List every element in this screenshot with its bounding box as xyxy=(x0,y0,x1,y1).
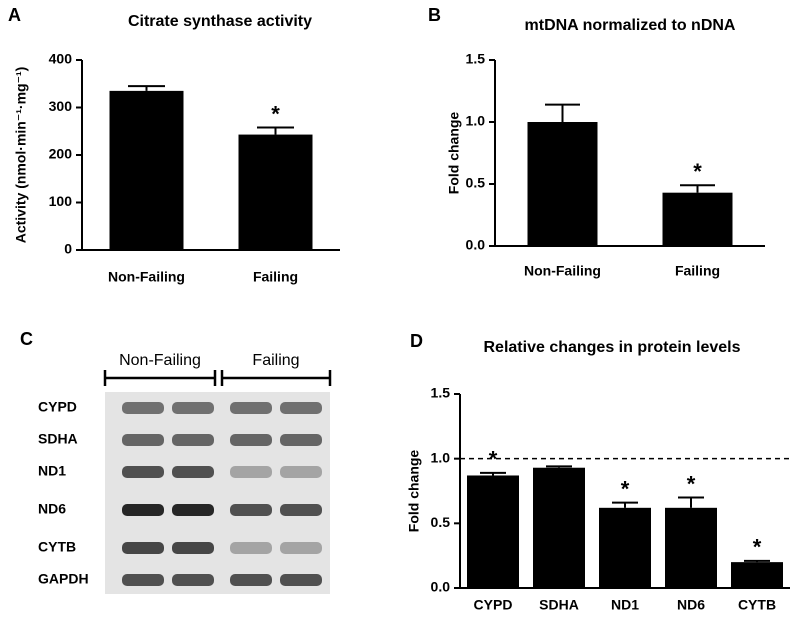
panel-letter: D xyxy=(410,331,423,351)
blot-band xyxy=(230,542,272,554)
blot-background xyxy=(105,392,330,594)
row-label: CYPD xyxy=(38,399,77,415)
chart-title: Relative changes in protein levels xyxy=(484,339,741,356)
y-tick-label: 0.0 xyxy=(431,579,451,595)
blot-band xyxy=(230,434,272,446)
blot-band xyxy=(230,504,272,516)
y-tick-label: 0.5 xyxy=(466,175,486,191)
blot-band xyxy=(230,574,272,586)
x-tick-label: Failing xyxy=(675,263,720,279)
blot-band xyxy=(172,542,214,554)
row-label: GAPDH xyxy=(38,571,89,587)
row-label: ND6 xyxy=(38,501,66,517)
x-tick-label: SDHA xyxy=(539,597,579,613)
significance-marker: * xyxy=(693,159,702,184)
bar xyxy=(109,90,184,250)
blot-band xyxy=(172,434,214,446)
significance-marker: * xyxy=(271,101,280,126)
blot-band xyxy=(172,402,214,414)
y-axis-label: Activity (nmol·min⁻¹·mg⁻¹) xyxy=(13,67,29,244)
group-label: Non-Failing xyxy=(119,352,201,369)
blot-band xyxy=(122,504,164,516)
bar xyxy=(467,475,519,588)
blot-band xyxy=(280,466,322,478)
bar xyxy=(599,507,651,588)
significance-marker: * xyxy=(753,535,762,560)
panel-letter: A xyxy=(8,5,21,25)
blot-band xyxy=(280,434,322,446)
x-tick-label: Failing xyxy=(253,269,298,285)
blot-band xyxy=(122,574,164,586)
chart-title: mtDNA normalized to nDNA xyxy=(525,17,736,34)
blot-band xyxy=(280,542,322,554)
y-tick-label: 400 xyxy=(49,51,73,67)
x-tick-label: ND1 xyxy=(611,597,639,613)
panel-letter: B xyxy=(428,5,441,25)
row-label: CYTB xyxy=(38,539,76,555)
row-label: ND1 xyxy=(38,463,66,479)
x-tick-label: CYPD xyxy=(474,597,513,613)
y-tick-label: 200 xyxy=(49,146,73,162)
blot-band xyxy=(230,466,272,478)
y-tick-label: 300 xyxy=(49,98,73,114)
group-label: Failing xyxy=(252,352,299,369)
x-tick-label: CYTB xyxy=(738,597,776,613)
x-tick-label: Non-Failing xyxy=(524,263,601,279)
blot-band xyxy=(122,466,164,478)
row-label: SDHA xyxy=(38,431,78,447)
blot-band xyxy=(172,504,214,516)
significance-marker: * xyxy=(489,447,498,472)
bar xyxy=(731,562,783,588)
blot-band xyxy=(172,466,214,478)
y-tick-label: 1.5 xyxy=(466,51,486,67)
blot-band xyxy=(122,434,164,446)
y-tick-label: 0 xyxy=(64,241,72,257)
blot-band xyxy=(280,574,322,586)
blot-band xyxy=(280,504,322,516)
blot-band xyxy=(122,402,164,414)
y-tick-label: 1.5 xyxy=(431,385,451,401)
y-axis-label: Fold change xyxy=(406,450,422,533)
bar xyxy=(238,134,313,250)
x-tick-label: ND6 xyxy=(677,597,705,613)
bar xyxy=(662,192,733,246)
y-tick-label: 1.0 xyxy=(466,113,486,129)
y-tick-label: 0.0 xyxy=(466,237,486,253)
significance-marker: * xyxy=(621,476,630,501)
y-tick-label: 1.0 xyxy=(431,449,451,465)
significance-marker: * xyxy=(687,471,696,496)
y-axis-label: Fold change xyxy=(446,112,462,195)
chart-title: Citrate synthase activity xyxy=(128,13,312,30)
blot-band xyxy=(280,402,322,414)
blot-band xyxy=(122,542,164,554)
x-tick-label: Non-Failing xyxy=(108,269,185,285)
bar xyxy=(665,507,717,588)
y-tick-label: 100 xyxy=(49,193,73,209)
bar xyxy=(527,122,598,246)
y-tick-label: 0.5 xyxy=(431,514,451,530)
blot-band xyxy=(230,402,272,414)
blot-band xyxy=(172,574,214,586)
bar xyxy=(533,467,585,588)
panel-letter: C xyxy=(20,329,33,349)
